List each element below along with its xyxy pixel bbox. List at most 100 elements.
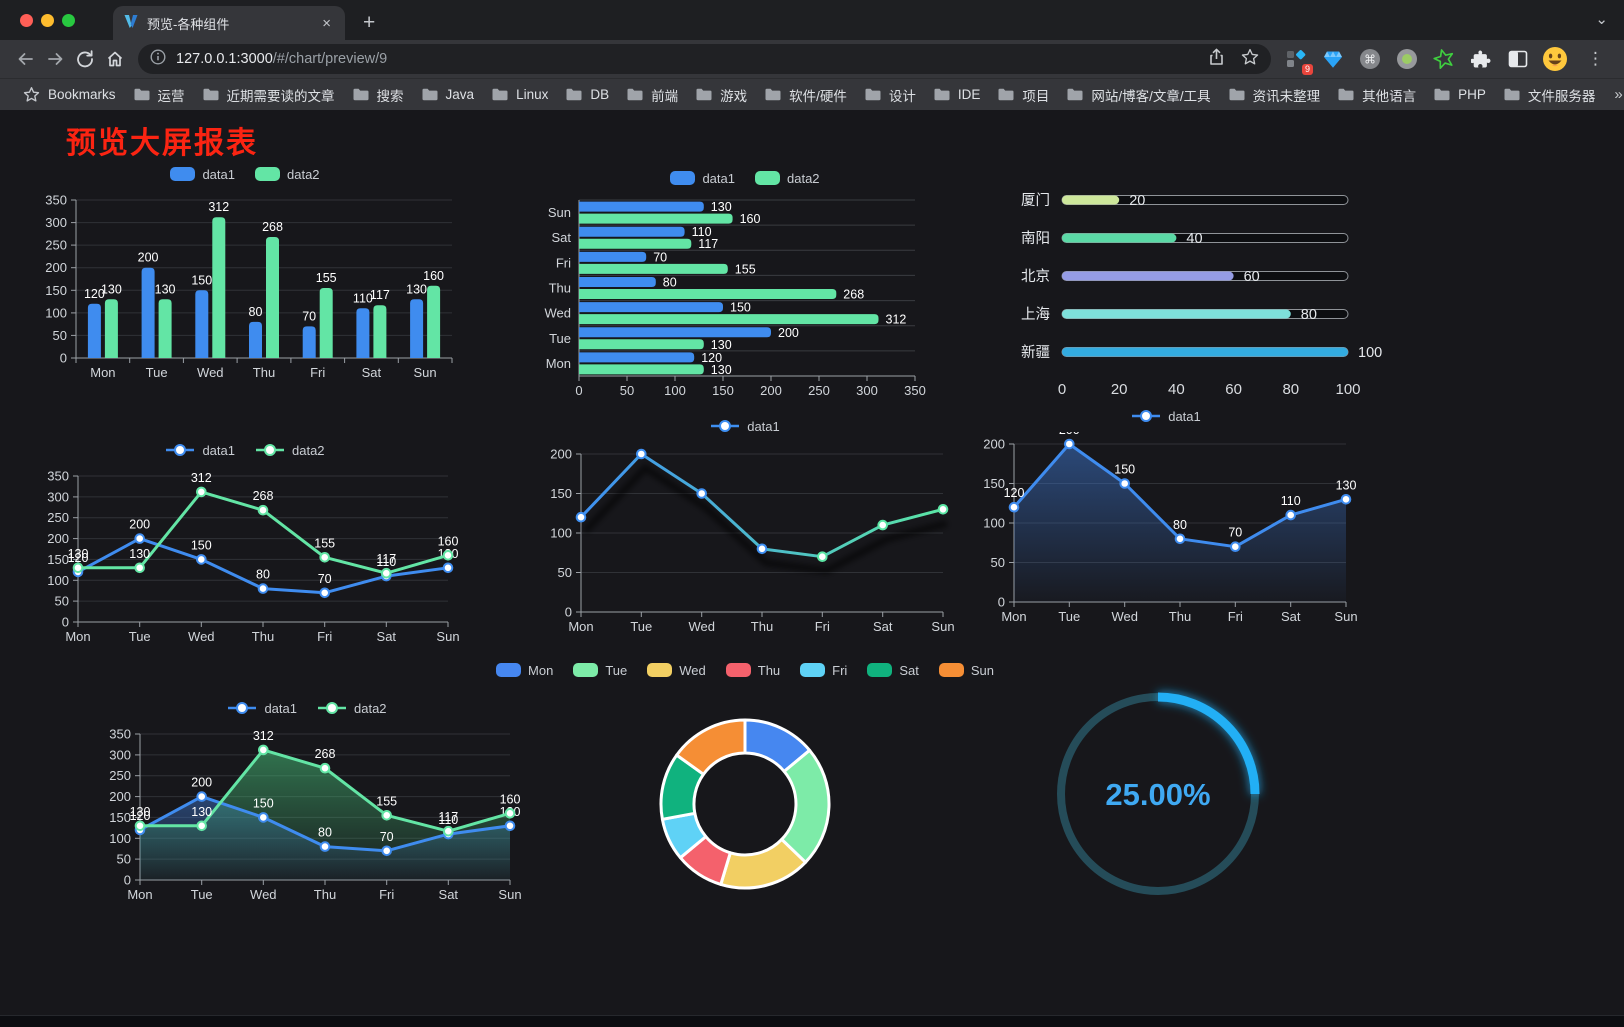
bookmark-item[interactable]: IDE (925, 84, 990, 105)
bookmark-item[interactable]: DB (557, 84, 618, 105)
legend-label: Wed (679, 662, 706, 678)
profile-avatar[interactable] (1542, 46, 1568, 72)
tab-close-icon[interactable]: × (322, 14, 331, 32)
bookmark-item[interactable]: 运营 (125, 82, 194, 108)
bookmarks-label: Bookmarks (48, 87, 116, 102)
bookmark-item[interactable]: 项目 (989, 82, 1058, 108)
legend-item[interactable]: data2 (255, 167, 320, 182)
legend-item[interactable]: data2 (755, 171, 820, 186)
legend-item[interactable]: data1 (670, 171, 735, 186)
chart-canvas: 0 50 100 150 200 Mon Tue Wed Thu Fri Sat Sun (550, 447, 954, 635)
gem-extension-icon[interactable] (1320, 46, 1346, 72)
bookmark-item[interactable]: 近期需要读的文章 (194, 82, 344, 108)
puzzle-extensions-icon[interactable] (1468, 46, 1494, 72)
legend-item[interactable]: Fri (800, 663, 847, 678)
command-extension-icon[interactable]: ⌘ (1357, 46, 1383, 72)
bookmark-item[interactable]: Java (413, 84, 484, 105)
svg-text:130: 130 (711, 363, 732, 377)
legend-item[interactable]: Sun (938, 663, 994, 678)
svg-text:150: 150 (1114, 463, 1135, 477)
legend-swatch (573, 663, 599, 677)
tab-search-chevron-icon[interactable]: ⌄ (1595, 11, 1608, 28)
bookmark-item[interactable]: 软件/硬件 (756, 82, 856, 108)
legend-swatch (255, 167, 280, 181)
zoom-window-button[interactable] (62, 13, 75, 27)
star-extension-icon[interactable] (1431, 46, 1457, 72)
bookmark-star-icon[interactable] (1241, 48, 1259, 70)
bookmark-label: 搜索 (376, 88, 404, 104)
bookmark-item[interactable]: 其他语言 (1329, 82, 1425, 108)
bookmark-label: Java (445, 87, 475, 102)
site-info-icon[interactable] (150, 49, 166, 69)
svg-text:Sat: Sat (362, 365, 382, 380)
bookmark-label: 游戏 (720, 88, 748, 104)
legend-item[interactable]: data2 (255, 443, 325, 458)
grid-extension-icon[interactable]: 9 (1283, 46, 1313, 75)
legend-item[interactable]: data1 (170, 167, 235, 182)
bookmark-item[interactable]: 设计 (856, 82, 925, 108)
folder-icon (1067, 88, 1083, 101)
browser-tab[interactable]: 预览-各种组件 × (113, 6, 345, 40)
svg-text:Tue: Tue (191, 887, 213, 902)
legend-item[interactable]: Tue (573, 663, 627, 678)
svg-text:200: 200 (109, 789, 131, 804)
svg-text:200: 200 (129, 518, 150, 532)
svg-text:上海: 上海 (1021, 306, 1050, 323)
chart-canvas: 25.00% (1057, 692, 1260, 895)
folder-icon (134, 88, 150, 101)
close-window-button[interactable] (20, 13, 33, 27)
svg-text:110: 110 (1281, 494, 1301, 508)
sidebar-extension-icon[interactable] (1505, 46, 1531, 72)
svg-text:Mon: Mon (65, 629, 90, 644)
legend-swatch (496, 663, 522, 677)
bookmarks-overflow-chevron[interactable]: » (1614, 86, 1623, 103)
bookmark-item[interactable]: 游戏 (687, 82, 756, 108)
url-bar[interactable]: 127.0.0.1:3000 /#/chart/preview/9 (138, 44, 1271, 74)
svg-text:150: 150 (109, 810, 131, 825)
legend-swatch (867, 663, 893, 677)
home-button[interactable] (100, 44, 130, 74)
svg-text:300: 300 (47, 489, 69, 504)
legend-label: data2 (354, 700, 387, 716)
legend-item[interactable]: data1 (165, 443, 235, 458)
browser-menu-icon[interactable]: ⋮ (1587, 49, 1604, 68)
bookmark-item[interactable]: PHP (1425, 84, 1495, 105)
legend-item[interactable]: data1 (1131, 409, 1201, 424)
svg-text:Tue: Tue (630, 619, 652, 634)
forward-button[interactable] (40, 44, 70, 74)
bookmark-label: PHP (1458, 87, 1486, 102)
legend-item[interactable]: data1 (227, 701, 297, 716)
svg-text:160: 160 (740, 212, 761, 226)
legend-item[interactable]: data1 (710, 419, 780, 434)
bookmark-item[interactable]: 前端 (618, 82, 687, 108)
bookmark-item[interactable]: 搜索 (344, 82, 413, 108)
bookmark-item[interactable]: 文件服务器 (1495, 82, 1605, 108)
bookmark-item[interactable]: 资讯未整理 (1220, 82, 1330, 108)
svg-text:250: 250 (45, 238, 67, 253)
svg-text:120: 120 (68, 551, 89, 565)
folder-icon (1338, 88, 1354, 101)
chart-legend: data1 (1131, 406, 1201, 426)
bookmark-item[interactable]: 网站/博客/文章/工具 (1058, 82, 1219, 108)
minimize-window-button[interactable] (41, 13, 54, 27)
bookmark-item[interactable]: Linux (483, 84, 557, 105)
reload-button[interactable] (70, 44, 100, 74)
legend-item[interactable]: Wed (647, 663, 706, 678)
legend-label: data2 (287, 166, 320, 182)
share-icon[interactable] (1208, 48, 1225, 70)
dot-extension-icon[interactable] (1394, 46, 1420, 72)
svg-text:350: 350 (109, 727, 131, 742)
bookmark-label: 软件/硬件 (789, 88, 847, 104)
svg-text:Sun: Sun (498, 887, 521, 902)
bookmarks-manager-item[interactable]: Bookmarks (14, 83, 125, 106)
legend-item[interactable]: data2 (317, 701, 387, 716)
legend-item[interactable]: Thu (725, 663, 780, 678)
back-button[interactable] (10, 44, 40, 74)
legend-item[interactable]: Mon (496, 663, 553, 678)
legend-item[interactable]: Sat (867, 663, 919, 678)
svg-text:Sat: Sat (1281, 609, 1301, 624)
svg-text:0: 0 (1058, 381, 1066, 398)
multi-line-chart: data1 data2 0 50 100 150 200 250 300 350 Mon Tue Wed… (30, 440, 460, 652)
chart-canvas: 0 50 100 150 200 Mon Tue Wed Thu Fri Sat Sun 120 200 1… (983, 432, 1357, 624)
new-tab-button[interactable]: + (363, 11, 376, 34)
